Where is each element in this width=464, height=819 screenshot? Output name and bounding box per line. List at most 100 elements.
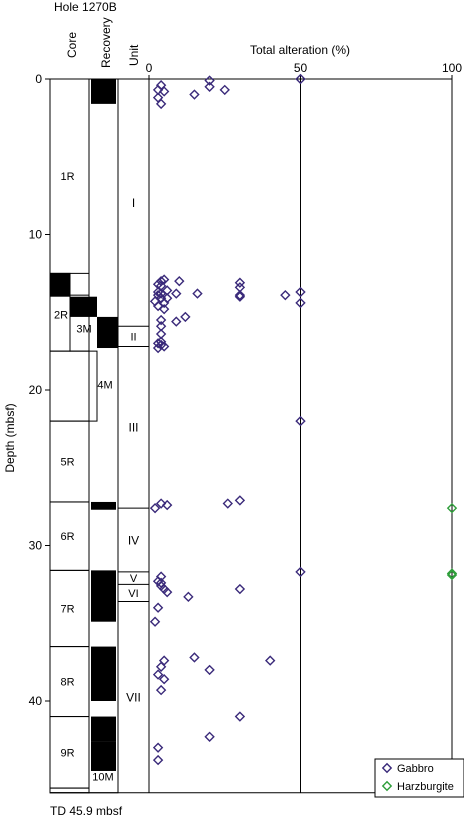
gabbro-data-point [204,75,215,86]
recovery-block [91,741,116,771]
harzburgite-legend-marker [381,780,393,792]
gabbro-data-point [295,73,306,85]
x-tick-label: 50 [294,61,308,75]
total-depth-label: TD 45.9 mbsf [50,804,123,818]
gabbro-data-point [152,342,164,354]
y-tick-label: 40 [29,694,43,708]
gabbro-data-point [161,499,173,511]
gabbro-data-point [234,277,246,288]
gabbro-data-point [149,502,161,514]
harzburgite-data-point [446,569,458,581]
core-label: 8R [60,677,74,689]
gabbro-data-point [234,291,246,302]
recovery-column-header: Recovery [99,17,113,68]
gabbro-data-point [152,669,164,680]
unit-label: V [130,573,138,585]
y-tick-label: 0 [35,72,42,86]
harzburgite-data-point [446,568,458,579]
gabbro-data-point [152,754,164,766]
unit-label: II [130,331,136,343]
core-label: 6R [60,531,74,543]
gabbro-data-point [158,303,170,315]
gabbro-data-point [204,81,215,92]
core-interval [49,350,98,422]
x-tick-label: 0 [146,61,153,75]
gabbro-legend-label: Gabbro [397,763,434,775]
gabbro-data-point [155,661,167,672]
x-tick-label: 100 [442,61,462,75]
unit-column-header: Unit [127,44,141,66]
gabbro-data-point [158,297,170,309]
gabbro-data-point [192,288,203,299]
gabbro-data-point [171,288,182,299]
gabbro-data-point [161,586,173,598]
gabbro-data-point [204,731,215,742]
harzburgite-data-point [446,502,458,514]
unit-label: III [128,421,138,435]
legend: Gabbro Harzburgite [374,758,464,798]
harzburgite-legend-label: Harzburgite [397,781,454,793]
y-tick-label: 30 [29,539,43,553]
core-label: 7R [60,603,74,615]
gabbro-data-point [155,684,167,696]
hole-label: Hole 1270B [54,0,117,14]
x-axis-label: Total alteration (%) [250,43,350,57]
gabbro-data-point [155,288,167,299]
recovery-block [97,316,118,349]
unit-label: VI [128,588,138,600]
gabbro-data-point [174,275,185,287]
core-label: 3M [76,323,91,335]
gabbro-data-point [155,498,167,509]
y-axis-label: Depth (mbsf) [3,403,17,472]
recovery-block [91,79,116,104]
gabbro-data-point [234,289,246,301]
recovery-block [91,501,116,510]
gabbro-data-point [158,86,170,97]
gabbro-data-point [158,341,170,352]
recovery-block [91,646,116,701]
gabbro-data-point [152,300,164,312]
gabbro-data-point [189,652,200,663]
y-tick-label: 20 [29,383,43,397]
gabbro-data-point [171,316,182,327]
core-label: 2R [54,309,68,321]
gabbro-data-point [152,338,164,349]
gabbro-data-point [158,674,170,685]
unit-label: I [132,196,135,210]
recovery-block [91,570,116,622]
recovery-block [70,296,97,317]
recovery-block [91,716,116,742]
gabbro-data-point [295,297,306,309]
y-tick-label: 10 [29,228,43,242]
gabbro-data-point [234,711,246,722]
unit-label: IV [128,533,139,547]
gabbro-data-point [295,286,306,298]
gabbro-data-point [265,655,276,666]
legend-box [374,758,464,798]
gabbro-data-point [234,495,246,506]
gabbro-data-point [155,98,167,110]
gabbro-legend-marker [381,762,393,774]
core-label: 1R [60,171,74,183]
gabbro-data-point [280,289,291,301]
core-column-header: Core [65,32,79,58]
gabbro-data-point [204,664,215,676]
gabbro-data-point [180,311,191,323]
core-label: 4M [97,379,112,391]
gabbro-data-point [152,742,164,753]
core-label: 10M [92,772,113,784]
recovery-block [50,273,70,297]
gabbro-data-point [189,89,200,100]
plot-area: 0 50 100 [146,61,462,793]
gabbro-data-point [219,84,230,96]
gabbro-data-point [234,583,246,595]
core-interval [49,787,90,794]
gabbro-data-point [152,602,164,613]
core-label: 5R [60,457,74,469]
gabbro-data-point [222,498,233,509]
gabbro-data-point [295,415,306,427]
core-label: 9R [60,747,74,759]
gabbro-data-point [149,616,161,627]
